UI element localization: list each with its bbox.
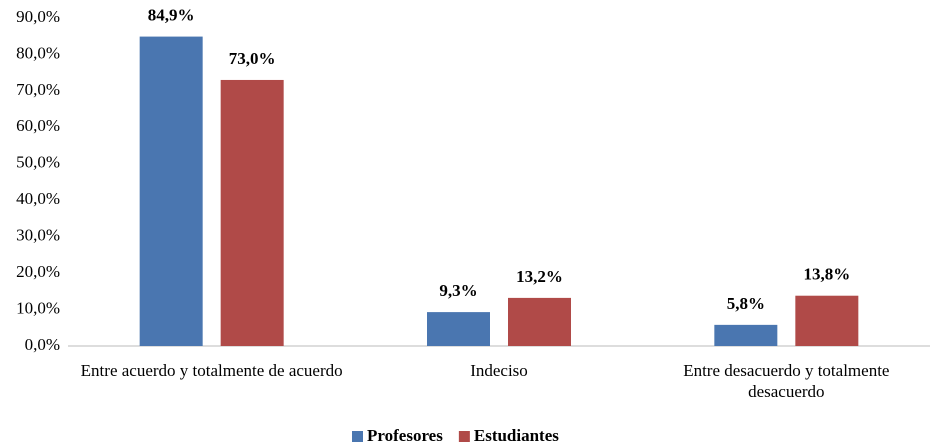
- x-tick-label: Entre acuerdo y totalmente de acuerdo: [80, 361, 343, 380]
- bar: [427, 312, 490, 346]
- legend-label: Profesores: [367, 426, 443, 445]
- y-tick-label: 60,0%: [16, 116, 60, 135]
- legend-swatch: [458, 431, 470, 442]
- legend-swatch: [352, 431, 363, 442]
- y-tick-label: 0,0%: [25, 335, 60, 354]
- bar: [220, 79, 284, 346]
- value-label: 13,2%: [516, 267, 563, 286]
- y-tick-label: 90,0%: [16, 7, 60, 26]
- value-label: 13,8%: [803, 265, 850, 284]
- y-tick-label: 50,0%: [16, 153, 60, 172]
- y-tick-label: 20,0%: [16, 262, 60, 281]
- y-tick-label: 70,0%: [16, 80, 60, 99]
- y-tick-label: 30,0%: [16, 226, 60, 245]
- bar: [795, 295, 859, 346]
- value-label: 84,9%: [148, 5, 195, 24]
- y-tick-label: 40,0%: [16, 189, 60, 208]
- bar: [508, 297, 571, 346]
- x-tick-label: Entre desacuerdo y totalmente desacuerdo: [683, 361, 890, 401]
- value-label: 9,3%: [439, 281, 477, 300]
- bar: [139, 36, 203, 346]
- value-label: 73,0%: [229, 49, 276, 68]
- y-tick-label: 80,0%: [16, 43, 60, 62]
- y-tick-label: 10,0%: [16, 298, 60, 317]
- legend-label: Estudiantes: [474, 426, 559, 445]
- value-label: 5,8%: [727, 294, 765, 313]
- x-tick-label: Indeciso: [470, 361, 528, 380]
- bar: [714, 324, 778, 346]
